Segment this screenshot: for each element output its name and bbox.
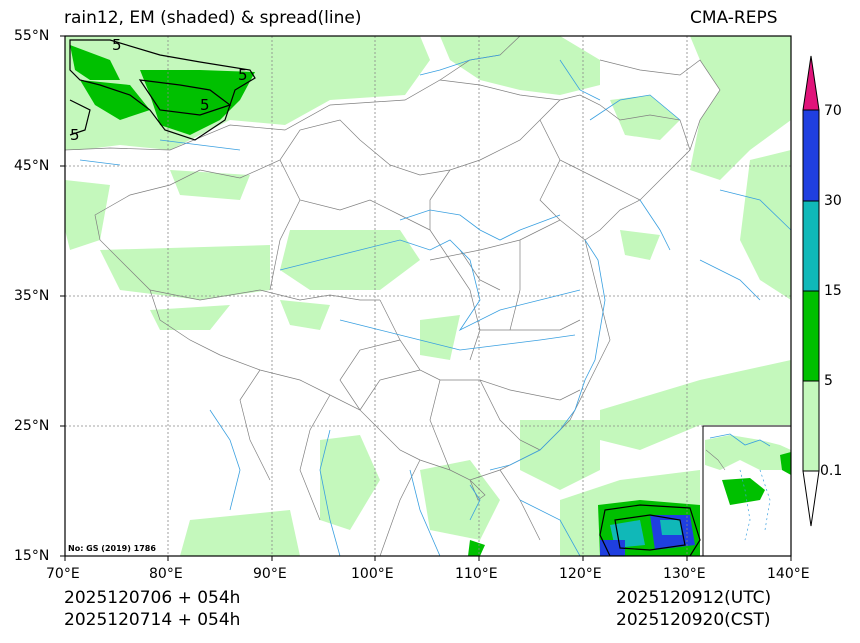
colorbar-extend-min: [802, 470, 820, 527]
lon-label: 70°E: [46, 566, 80, 582]
map-body: 5 5 5 5 5: [65, 36, 791, 556]
lon-label: 140°E: [767, 566, 810, 582]
colorbar-label: 15: [824, 283, 842, 299]
lat-label: 45°N: [14, 158, 50, 174]
south-china-sea-inset: [702, 425, 791, 556]
lon-label: 80°E: [149, 566, 183, 582]
lon-label: 100°E: [351, 566, 394, 582]
init-time-utc: 2025120706 + 054h: [64, 588, 241, 608]
colorbar-seg-01-5: [802, 380, 820, 472]
valid-time-cst: 2025120920(CST): [616, 610, 771, 630]
colorbar-seg-30-70: [802, 109, 820, 202]
colorbar-label: 0.1: [820, 463, 843, 479]
colorbar-label: 70: [824, 103, 842, 119]
map-approval-note: No: GS (2019) 1786: [68, 544, 156, 553]
colorbar-label: 5: [824, 373, 833, 389]
axis-ticks: [60, 35, 792, 561]
rivers-coastlines: [79, 54, 791, 556]
contour-label: 5: [112, 36, 122, 54]
colorbar-label: 30: [824, 193, 842, 209]
contour-label: 5: [70, 126, 80, 144]
lat-label: 55°N: [14, 28, 50, 44]
contour-label: 5: [200, 96, 210, 114]
lon-label: 130°E: [663, 566, 706, 582]
rain-light-areas: [65, 36, 791, 556]
spread-contours: [69, 39, 761, 556]
map-source-title: CMA-REPS: [690, 8, 778, 28]
lon-label: 90°E: [253, 566, 287, 582]
colorbar-seg-15-30: [802, 200, 820, 292]
init-time-cst: 2025120714 + 054h: [64, 610, 241, 630]
lon-label: 110°E: [455, 566, 498, 582]
lat-label: 25°N: [14, 418, 50, 434]
lon-label: 120°E: [559, 566, 602, 582]
colorbar: [802, 55, 820, 527]
colorbar-extend-max: [802, 55, 820, 111]
colorbar-seg-5-15: [802, 290, 820, 382]
map-title: rain12, EM (shaded) & spread(line): [64, 8, 362, 28]
valid-time-utc: 2025120912(UTC): [616, 588, 772, 608]
lat-label: 15°N: [14, 548, 50, 564]
lat-label: 35°N: [14, 288, 50, 304]
contour-label: 5: [238, 66, 248, 84]
boundaries: [65, 36, 721, 556]
